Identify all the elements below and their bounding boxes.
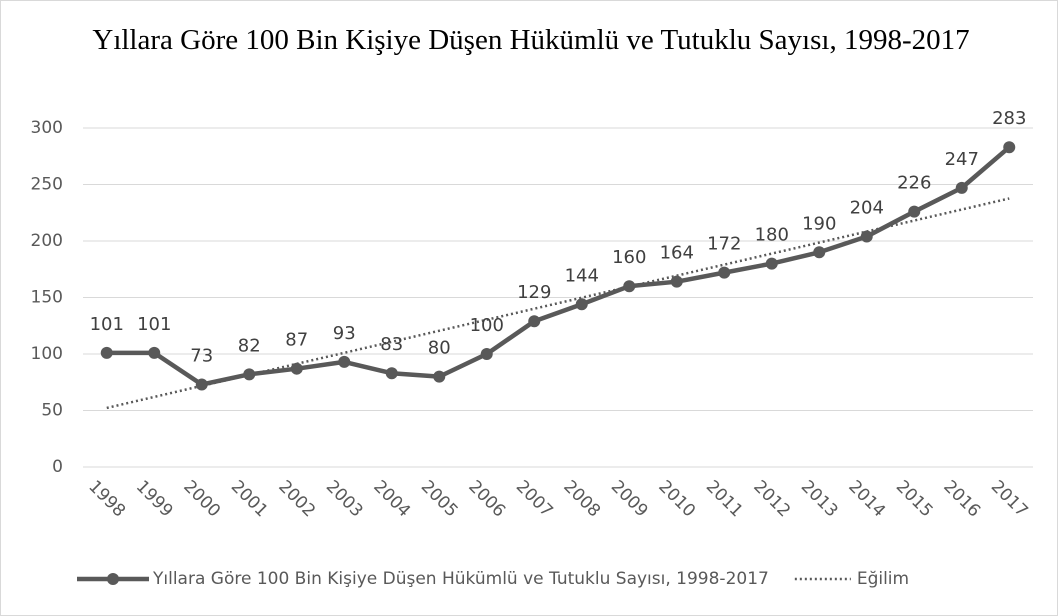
- point: [1003, 141, 1016, 154]
- point: [718, 266, 731, 279]
- x-tick-label: 1998: [84, 477, 129, 522]
- point: [955, 181, 968, 194]
- data-label: 190: [802, 213, 836, 234]
- point: [243, 368, 256, 381]
- legend-label: Yıllara Göre 100 Bin Kişiye Düşen Hüküml…: [152, 569, 769, 589]
- x-tick-label: 2006: [464, 477, 509, 522]
- y-tick-label: 200: [31, 231, 63, 251]
- x-tick-label: 2016: [939, 477, 984, 522]
- point: [100, 346, 113, 359]
- data-label: 144: [565, 265, 599, 286]
- x-tick-label: 2012: [749, 477, 794, 522]
- x-tick-label: 2002: [274, 477, 319, 522]
- point: [385, 367, 398, 380]
- point: [195, 378, 208, 391]
- point: [623, 280, 636, 293]
- legend-label: Eğilim: [857, 569, 909, 589]
- data-label: 87: [285, 330, 308, 351]
- data-label: 283: [992, 108, 1026, 129]
- point: [813, 246, 826, 259]
- x-tick-label: 2003: [322, 477, 367, 522]
- x-tick-label: 2009: [607, 477, 652, 522]
- x-tick-label: 2008: [559, 477, 604, 522]
- data-label: 247: [945, 149, 979, 170]
- point: [908, 205, 921, 218]
- x-tick-label: 2001: [227, 477, 272, 522]
- y-tick-label: 50: [41, 401, 63, 421]
- data-label: 204: [850, 197, 884, 218]
- data-label: 82: [238, 335, 261, 356]
- y-tick-label: 250: [31, 175, 63, 195]
- x-tick-label: 2014: [844, 477, 889, 522]
- x-tick-label: 2007: [512, 477, 557, 522]
- point: [480, 348, 493, 360]
- x-tick-label: 2017: [987, 477, 1032, 522]
- series-line: [106, 145, 1011, 387]
- data-label: 160: [612, 247, 646, 268]
- y-tick-label: 300: [31, 118, 63, 138]
- data-label: 83: [380, 334, 403, 355]
- point: [860, 230, 873, 243]
- point: [765, 257, 778, 270]
- point: [148, 346, 161, 359]
- y-tick-label: 0: [52, 457, 63, 477]
- x-tick-label: 2005: [417, 477, 462, 522]
- data-label: 129: [517, 282, 551, 303]
- data-label: 80: [428, 338, 451, 359]
- x-tick-label: 2004: [369, 477, 414, 522]
- data-label: 100: [470, 315, 504, 336]
- data-label: 172: [707, 234, 741, 255]
- data-label: 101: [90, 314, 124, 335]
- x-tick-label: 2000: [179, 477, 224, 522]
- x-tick-label: 2010: [654, 477, 699, 522]
- data-label: 73: [190, 346, 213, 367]
- point: [575, 298, 588, 311]
- x-tick-label: 2015: [892, 477, 937, 522]
- data-label: 180: [755, 225, 789, 246]
- data-label: 101: [137, 314, 171, 335]
- data-label: 226: [897, 173, 931, 194]
- chart-title: Yıllara Göre 100 Bin Kişiye Düşen Hüküml…: [92, 24, 970, 56]
- point: [290, 362, 303, 375]
- point: [338, 355, 351, 368]
- x-tick-label: 2013: [797, 477, 842, 522]
- y-tick-label: 100: [31, 344, 63, 364]
- point: [433, 370, 446, 383]
- point: [528, 315, 541, 328]
- y-tick-label: 150: [31, 288, 63, 308]
- data-label: 164: [660, 243, 694, 264]
- x-tick-label: 1999: [132, 477, 177, 522]
- point: [670, 275, 683, 288]
- data-label: 93: [333, 323, 356, 344]
- legend-marker: [107, 573, 119, 585]
- x-tick-label: 2011: [702, 477, 747, 522]
